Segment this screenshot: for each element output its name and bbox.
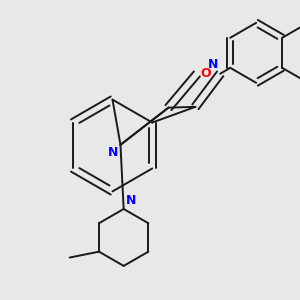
- Text: O: O: [200, 68, 211, 80]
- Text: N: N: [108, 146, 118, 159]
- Text: N: N: [126, 194, 136, 208]
- Text: N: N: [208, 58, 219, 71]
